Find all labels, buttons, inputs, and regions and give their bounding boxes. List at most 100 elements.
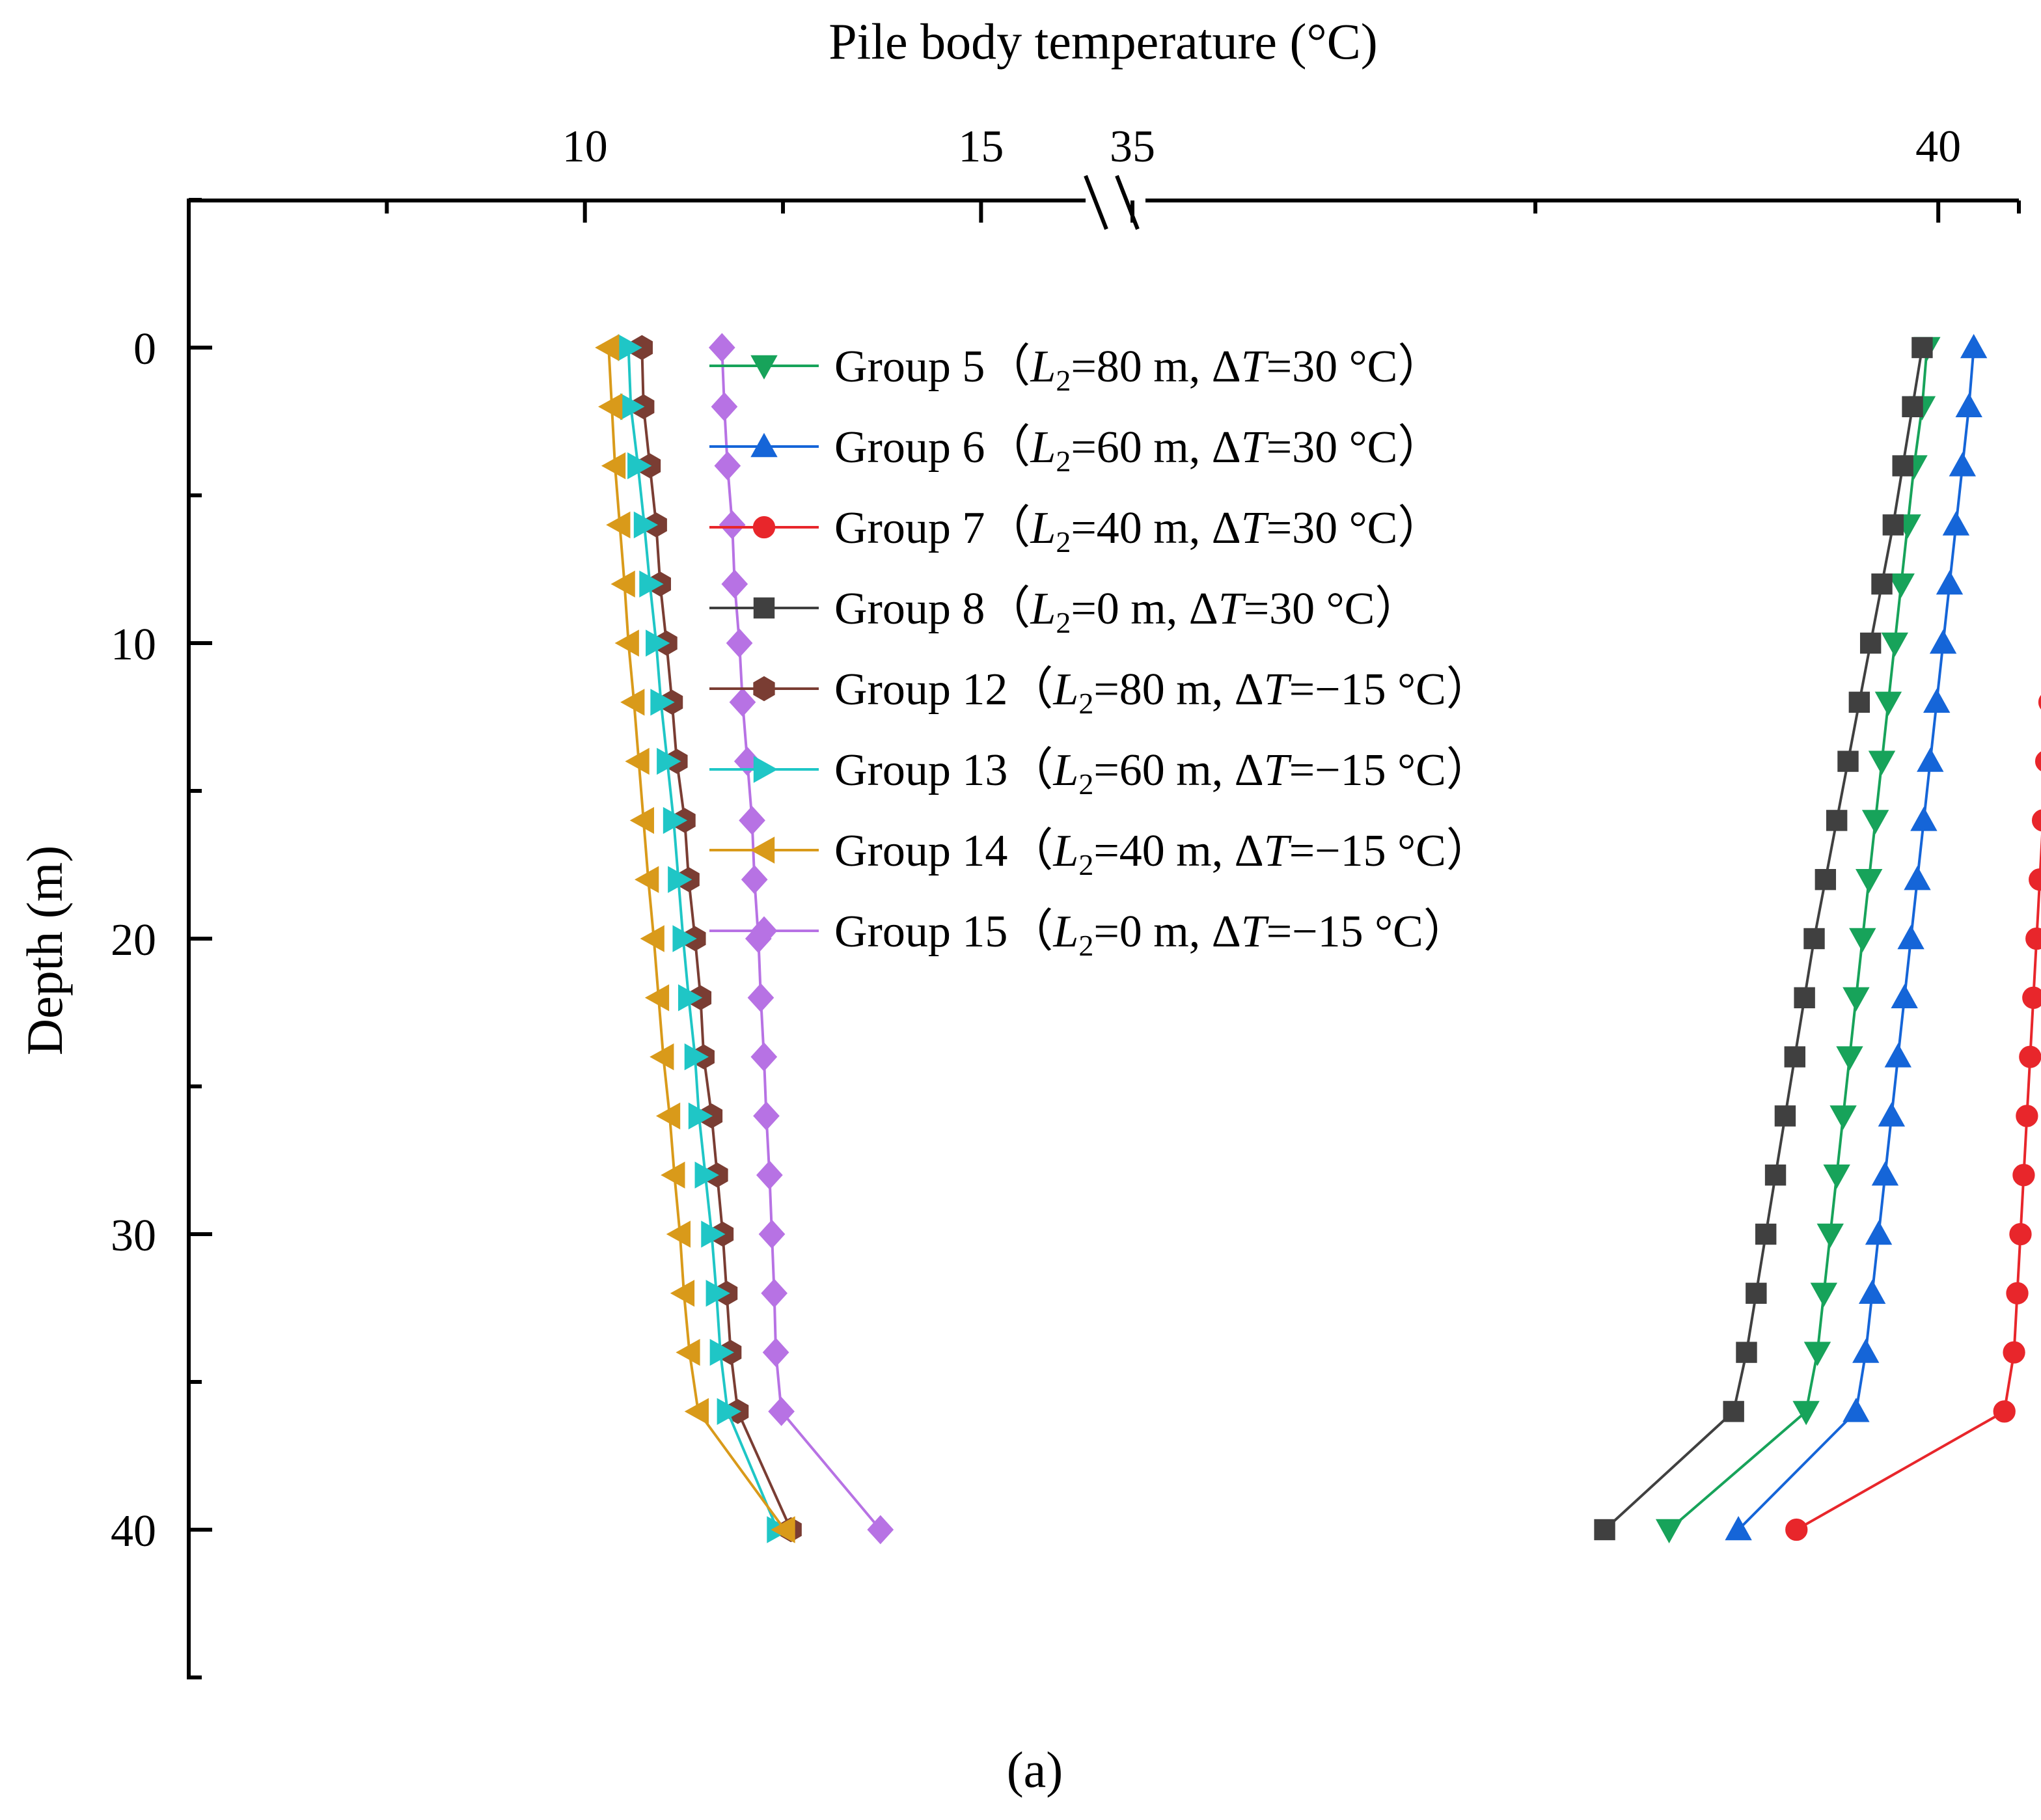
data-point: [666, 1220, 691, 1248]
x-tick-label: 35: [1110, 122, 1155, 172]
data-point: [2022, 986, 2041, 1009]
data-point: [756, 1160, 783, 1190]
data-point: [2012, 1164, 2035, 1187]
data-point: [694, 1161, 719, 1189]
data-point: [629, 807, 654, 834]
series-group-6: [1725, 333, 1988, 1541]
data-point: [705, 1280, 730, 1307]
data-point: [1878, 1102, 1906, 1127]
data-point: [1816, 1223, 1844, 1248]
data-point: [1764, 1165, 1787, 1186]
series-group-8: [1594, 337, 1933, 1541]
data-point: [762, 1338, 789, 1367]
data-point: [663, 807, 688, 834]
data-point: [1884, 1043, 1911, 1068]
data-point: [2038, 695, 2041, 710]
data-point: [1902, 396, 1923, 417]
y-tick-label: 10: [111, 620, 156, 670]
data-point: [2029, 868, 2041, 891]
data-point: [1815, 869, 1837, 890]
data-point: [1736, 1342, 1757, 1363]
data-point: [676, 1338, 700, 1366]
data-point: [688, 1102, 713, 1130]
x-axis-title: Pile body temperature (°C): [829, 13, 1377, 70]
data-point: [1829, 1105, 1857, 1130]
data-point: [640, 925, 664, 952]
data-point: [1746, 1282, 1767, 1304]
legend-marker: [753, 676, 775, 702]
data-point: [1923, 688, 1951, 713]
data-point: [1774, 1105, 1796, 1127]
data-point: [684, 1043, 709, 1071]
legend-item-group-15: Group 15（L2=0 m, ΔT=−15 °C）: [709, 907, 1469, 962]
data-point: [711, 392, 738, 422]
data-point: [1723, 1401, 1744, 1422]
series-line: [627, 347, 779, 1530]
data-point: [2003, 1341, 2025, 1364]
data-point: [2009, 1222, 2032, 1246]
y-tick-label: 30: [111, 1211, 156, 1261]
data-point: [721, 569, 748, 599]
x-tick-label: 40: [1915, 122, 1961, 172]
data-point: [598, 393, 623, 421]
data-point: [606, 511, 631, 539]
data-point: [750, 1042, 778, 1071]
series-group-7: [1785, 695, 2041, 1541]
data-point: [1852, 1338, 1880, 1363]
data-point: [1823, 1165, 1850, 1189]
data-point: [2019, 1045, 2041, 1068]
data-point: [729, 687, 756, 717]
data-point: [741, 864, 768, 894]
legend-label: Group 13（L2=60 m, ΔT=−15 °C）: [834, 745, 1492, 801]
data-point: [1859, 632, 1882, 654]
data-point: [627, 452, 652, 480]
x-tick-label: 15: [958, 122, 1004, 172]
y-tick-label: 0: [133, 324, 156, 374]
figure-caption: (a): [1007, 1741, 1063, 1798]
data-point: [1929, 629, 1957, 654]
series-group-14: [595, 334, 795, 1543]
legend-marker: [750, 432, 778, 458]
data-point: [1871, 1161, 1899, 1186]
data-point: [2034, 751, 2041, 771]
legend-marker: [750, 916, 778, 946]
data-point: [1784, 1046, 1805, 1068]
data-point: [1842, 1398, 1870, 1422]
data-point: [1993, 1400, 2016, 1423]
data-point: [1874, 691, 1902, 716]
data-point: [678, 984, 703, 1012]
data-point: [668, 866, 692, 893]
data-point: [1810, 1282, 1838, 1307]
data-point: [684, 1398, 709, 1426]
data-point: [1960, 333, 1988, 359]
series-line: [607, 347, 786, 1531]
legend-item-group-6: Group 6（L2=60 m, ΔT=30 °C）: [709, 422, 1443, 478]
legend-label: Group 5（L2=80 m, ΔT=30 °C）: [834, 342, 1443, 397]
data-point: [644, 984, 670, 1012]
data-point: [610, 570, 635, 598]
data-point: [761, 1278, 788, 1308]
legend-item-group-14: Group 14（L2=40 m, ΔT=−15 °C）: [709, 826, 1492, 881]
y-tick-label: 40: [111, 1506, 156, 1556]
data-point: [739, 806, 765, 835]
data-point: [1882, 514, 1904, 536]
legend-marker: [750, 355, 778, 380]
data-point: [670, 1280, 695, 1307]
x-tick-label: 10: [562, 122, 608, 172]
data-point: [614, 629, 639, 657]
data-point: [1871, 573, 1893, 595]
data-point: [747, 983, 774, 1013]
data-point: [1836, 1046, 1863, 1071]
data-point: [1904, 866, 1931, 890]
data-point: [646, 629, 670, 657]
legend-marker: [750, 836, 775, 864]
legend-item-group-5: Group 5（L2=80 m, ΔT=30 °C）: [709, 342, 1443, 397]
data-point: [1803, 928, 1825, 950]
data-point: [601, 452, 626, 480]
legend-label: Group 15（L2=0 m, ΔT=−15 °C）: [834, 907, 1469, 962]
legend: Group 5（L2=80 m, ΔT=30 °C） Group 6（L2=60 …: [709, 342, 1492, 962]
series-group-5: [1655, 337, 1941, 1544]
legend-item-group-13: Group 13（L2=60 m, ΔT=−15 °C）: [709, 745, 1492, 801]
data-point: [1942, 511, 1970, 536]
legend-label: Group 8（L2=0 m, ΔT=30 °C）: [834, 584, 1420, 639]
